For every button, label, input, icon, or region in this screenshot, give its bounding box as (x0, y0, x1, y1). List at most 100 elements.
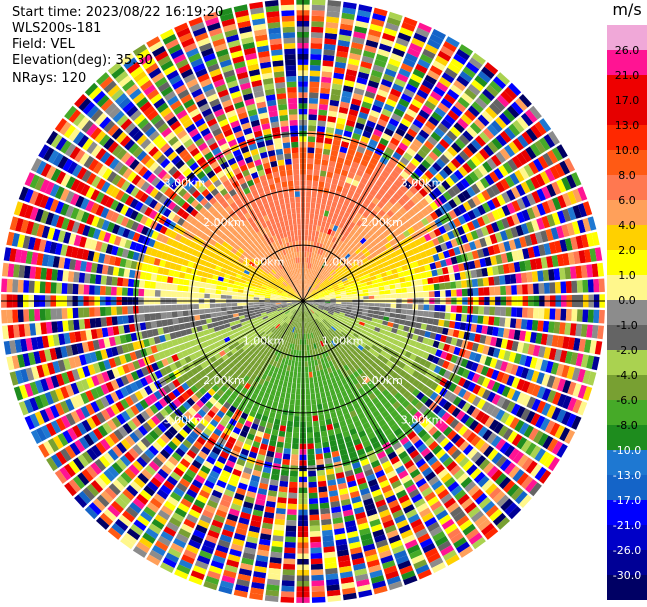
gate (425, 388, 434, 398)
gate (564, 351, 573, 364)
gate (310, 536, 321, 543)
gate (164, 333, 172, 341)
gate (519, 354, 527, 366)
gate (270, 551, 283, 559)
gate (332, 456, 341, 463)
gate (520, 112, 534, 127)
gate (543, 454, 556, 468)
gate (323, 239, 328, 246)
gate (341, 304, 347, 307)
gate (424, 451, 435, 462)
gate (453, 79, 466, 92)
gate (439, 282, 446, 290)
gate (307, 152, 314, 159)
gate (586, 264, 593, 278)
gate (407, 162, 417, 172)
gate (564, 238, 573, 251)
gate (276, 307, 283, 311)
gate (458, 546, 474, 558)
gate (331, 326, 337, 332)
gate (327, 429, 335, 436)
gate (179, 343, 187, 351)
gate (263, 335, 269, 341)
gate (362, 306, 369, 310)
gate (182, 424, 192, 435)
gate (308, 287, 313, 292)
gate (132, 460, 144, 472)
gate (278, 326, 283, 332)
gate (290, 349, 294, 355)
gate (331, 201, 338, 208)
gate (216, 389, 225, 397)
gate (248, 307, 255, 311)
gate (309, 97, 319, 104)
gate (148, 382, 158, 393)
gate (381, 237, 389, 245)
gate (355, 257, 362, 264)
gate (370, 575, 385, 584)
gate (181, 349, 189, 358)
gate (219, 369, 227, 377)
gate (464, 88, 477, 100)
gate (35, 427, 47, 442)
gate (593, 278, 600, 293)
gate (300, 328, 303, 334)
gate (228, 317, 235, 323)
gate (482, 277, 490, 287)
gate (386, 234, 394, 242)
gate (385, 494, 397, 504)
gate (542, 269, 550, 282)
gate (460, 234, 469, 244)
gate (219, 534, 232, 543)
gate (369, 157, 379, 166)
gate (171, 512, 185, 523)
gate (92, 339, 100, 351)
gate (225, 518, 237, 528)
gate (79, 354, 87, 366)
gate (414, 167, 424, 178)
gate (328, 490, 339, 497)
gate (387, 93, 400, 103)
gate (334, 310, 340, 314)
gate (355, 347, 362, 354)
gate (357, 584, 372, 593)
gate (415, 478, 427, 488)
gate (403, 203, 412, 212)
gate (262, 326, 268, 331)
gate (345, 177, 353, 185)
gate (308, 280, 312, 286)
gate (228, 478, 239, 488)
gate (511, 285, 517, 295)
gate (334, 466, 344, 474)
gate (146, 418, 157, 429)
gate (531, 370, 540, 383)
gate (307, 141, 315, 148)
gate (100, 490, 114, 504)
gate (476, 344, 485, 354)
gate (432, 531, 446, 542)
gate (259, 304, 265, 307)
gate (455, 181, 466, 192)
gate (489, 357, 498, 369)
gate (259, 533, 272, 541)
gate (430, 500, 443, 512)
gate (304, 344, 307, 351)
gate (422, 257, 430, 265)
gate (68, 479, 81, 493)
gate (430, 131, 442, 142)
gate (419, 343, 427, 351)
gate (74, 331, 82, 343)
gate (445, 554, 460, 566)
gate (580, 354, 589, 368)
gate (69, 332, 77, 344)
gate (349, 221, 356, 229)
gate (306, 191, 312, 197)
gate (336, 409, 343, 417)
gate (399, 565, 414, 575)
gate (185, 388, 195, 397)
gate (306, 293, 311, 298)
gate (439, 452, 450, 464)
gate (556, 144, 568, 159)
gate (185, 328, 193, 335)
gate (352, 93, 363, 101)
